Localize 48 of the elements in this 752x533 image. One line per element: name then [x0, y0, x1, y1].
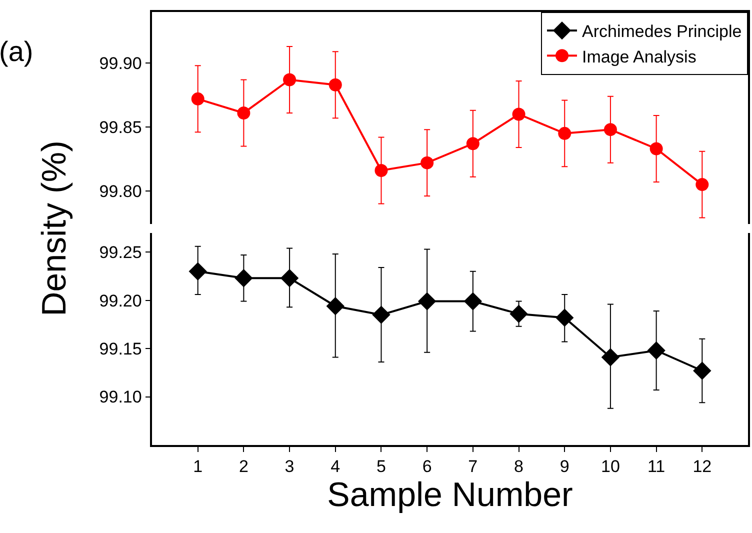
x-tick-label: 4: [330, 457, 340, 476]
point: [556, 308, 574, 327]
point: [374, 164, 388, 177]
x-tick-label: 1: [193, 457, 203, 476]
x-tick-label: 6: [422, 457, 432, 476]
point: [558, 126, 572, 140]
x-tick-label: 12: [692, 457, 712, 476]
point: [326, 297, 344, 316]
point: [372, 306, 390, 324]
x-tick-label: 5: [376, 457, 386, 476]
text: (a): [0, 36, 34, 67]
y-tick-label: 99.15: [99, 340, 142, 359]
x-axis-title: Sample Number: [327, 476, 573, 514]
x-tick-label: 2: [238, 457, 248, 476]
point: [283, 73, 296, 86]
point: [696, 178, 709, 192]
y-tick-label: 99.25: [99, 243, 142, 262]
y-tick-label: 99.90: [99, 54, 142, 74]
point: [650, 142, 663, 156]
x-tick-label: 9: [560, 457, 570, 476]
point: [418, 292, 436, 310]
point: [191, 92, 204, 106]
point: [188, 262, 207, 281]
x-tick-label: 8: [514, 457, 524, 476]
point: [420, 156, 434, 170]
point: [604, 123, 617, 136]
point: [464, 292, 482, 310]
legend-label: Archimedes Principle: [582, 22, 742, 42]
point: [280, 269, 299, 288]
legend-label: Image Analysis: [582, 47, 696, 66]
y-tick-label: 99.80: [99, 182, 142, 201]
x-tick-label: 7: [468, 457, 478, 476]
point: [512, 108, 526, 121]
x-tick-label: 11: [647, 457, 666, 476]
y-tick-label: 99.20: [99, 291, 142, 310]
point: [601, 348, 620, 366]
point: [234, 269, 253, 288]
point: [328, 78, 342, 92]
y-tick-label: 99.85: [99, 118, 142, 137]
y-axis-title: Density (%): [35, 140, 74, 316]
point: [237, 106, 250, 120]
point: [647, 341, 666, 360]
x-tick-label: 3: [284, 457, 294, 476]
point: [510, 304, 528, 323]
point: [693, 362, 712, 380]
point: [466, 137, 480, 150]
y-tick-label: 99.10: [99, 388, 142, 407]
x-tick-label: 10: [601, 457, 620, 476]
